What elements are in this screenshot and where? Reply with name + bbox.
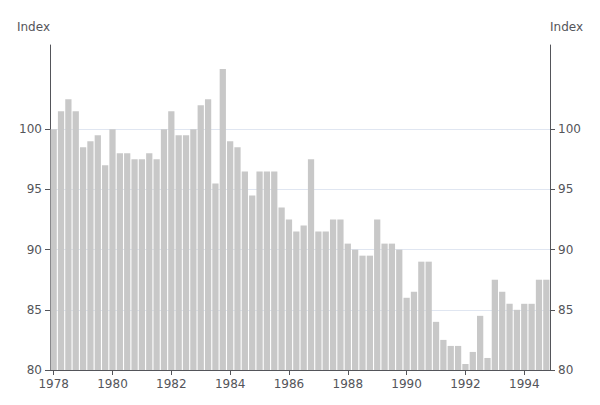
svg-text:1978: 1978 — [38, 377, 69, 391]
svg-text:95: 95 — [27, 182, 42, 196]
svg-text:Index: Index — [17, 20, 50, 34]
svg-text:1992: 1992 — [450, 377, 481, 391]
svg-text:100: 100 — [19, 122, 42, 136]
svg-text:1980: 1980 — [97, 377, 128, 391]
svg-text:100: 100 — [558, 122, 581, 136]
svg-text:90: 90 — [27, 243, 42, 257]
svg-text:90: 90 — [558, 243, 573, 257]
svg-text:1982: 1982 — [156, 377, 187, 391]
svg-text:85: 85 — [27, 303, 42, 317]
svg-text:80: 80 — [558, 363, 573, 377]
svg-text:95: 95 — [558, 182, 573, 196]
svg-text:1986: 1986 — [274, 377, 305, 391]
svg-text:85: 85 — [558, 303, 573, 317]
svg-text:1990: 1990 — [391, 377, 422, 391]
svg-text:1984: 1984 — [215, 377, 246, 391]
svg-text:1988: 1988 — [333, 377, 364, 391]
svg-text:1994: 1994 — [509, 377, 540, 391]
svg-text:Index: Index — [550, 20, 583, 34]
svg-text:80: 80 — [27, 363, 42, 377]
